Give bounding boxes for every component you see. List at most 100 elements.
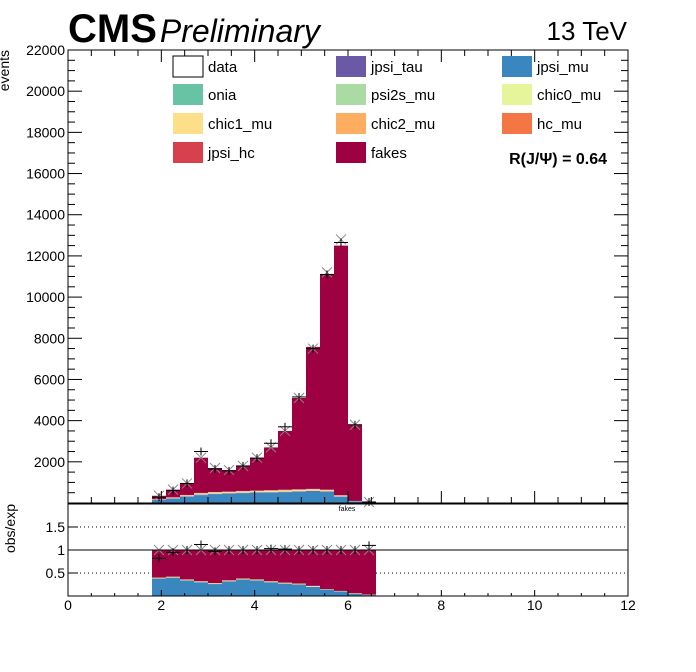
main-bar-fakes	[250, 457, 264, 491]
legend-item-data: data	[172, 55, 238, 78]
main-y-axis: 2000 4000 6000 8000 10000 12000 14000 16000 1800…	[26, 42, 628, 504]
ratio-bar-chic1-mu	[166, 576, 180, 578]
ratio-bar-chic1-mu	[222, 580, 236, 582]
legend-label: psi2s_mu	[371, 87, 435, 104]
main-bar-fakes	[236, 465, 250, 491]
legend-item-chic2-mu: chic2_mu	[336, 113, 435, 134]
ratio-data-point	[152, 554, 166, 563]
legend-label: data	[208, 59, 238, 76]
main-bar-jpsi-mu	[250, 492, 264, 503]
main-bar-chic1-mu	[278, 490, 292, 492]
main-bar-chic1-mu	[306, 489, 320, 491]
ratio-bar-fakes	[236, 550, 250, 579]
legend-label: fakes	[371, 145, 407, 162]
ratio-bar-jpsi-mu	[306, 586, 320, 596]
main-mc-marker	[195, 452, 207, 464]
main-bar-chic1-mu	[194, 493, 208, 495]
x-axis: 0 2 4 6 8 10 12	[64, 590, 636, 613]
legend-label: chic1_mu	[208, 116, 272, 133]
ratio-bar-fakes	[292, 550, 306, 584]
main-bar-chic2-mu	[306, 489, 320, 490]
ratio-y-axis-label: obs/exp	[2, 504, 18, 553]
legend-swatch	[502, 84, 532, 105]
main-bar-jpsi-mu	[320, 491, 334, 503]
main-y-tick-label: 2000	[34, 454, 65, 470]
main-bar-jpsi-mu	[236, 493, 250, 503]
main-bar-jpsi-mu	[194, 495, 208, 503]
x-tick-label: 2	[157, 597, 165, 613]
main-data-point	[306, 344, 320, 353]
main-mc-marker	[279, 425, 291, 437]
legend-label: chic0_mu	[537, 87, 601, 104]
main-bar-fakes	[320, 274, 334, 490]
ratio-bar-jpsi-mu	[292, 584, 306, 596]
main-bar-fakes	[278, 430, 292, 490]
legend-item-fakes: fakes	[336, 142, 407, 163]
main-bar-chic1-mu	[264, 490, 278, 492]
ratio-data-point	[194, 540, 208, 549]
ratio-bar-chic1-mu	[278, 582, 292, 584]
ratio-bar-fakes	[166, 550, 180, 577]
ratio-bar-jpsi-mu	[236, 579, 250, 596]
ratio-bar-fakes	[278, 550, 292, 583]
ratio-data-points	[68, 540, 628, 563]
main-bar-chic1-mu	[320, 490, 334, 491]
legend-item-jpsi-hc: jpsi_hc	[173, 142, 255, 163]
main-bar-jpsi-tau	[264, 492, 278, 493]
ratio-panel: 0.5 1 1.5 0 2 4 6 8 10 12 obs/exp fakes	[2, 503, 636, 613]
legend-label: hc_mu	[537, 116, 582, 133]
main-stacked-bars	[152, 245, 376, 503]
legend-swatch	[336, 142, 366, 163]
ratio-bar-jpsi-mu	[348, 593, 362, 596]
main-data-point	[334, 238, 348, 247]
legend-item-jpsi-tau: jpsi_tau	[336, 56, 423, 77]
main-bar-jpsi-mu	[264, 492, 278, 503]
main-data-point	[152, 493, 166, 502]
ratio-bar-fakes	[264, 550, 278, 582]
main-bar-chic2-mu	[292, 489, 306, 491]
ratio-bar-jpsi-mu	[208, 584, 222, 596]
main-bar-jpsi-mu	[152, 499, 166, 503]
main-bar-jpsi-tau	[208, 493, 222, 495]
ratio-bar-chic1-mu	[208, 583, 222, 585]
legend-item-onia: onia	[173, 84, 237, 105]
ratio-bar-chic1-mu	[180, 579, 194, 581]
ratio-bar-chic1-mu	[250, 579, 264, 581]
main-data-point	[208, 465, 222, 474]
main-y-tick-label: 6000	[34, 371, 65, 387]
main-bar-jpsi-tau	[306, 490, 320, 492]
main-y-tick-label: 20000	[26, 83, 65, 99]
main-y-tick-label: 12000	[26, 248, 65, 264]
main-bar-jpsi-mu	[166, 498, 180, 503]
ratio-annotation: R(J/Ψ) = 0.64	[509, 151, 607, 168]
main-data-point	[250, 454, 264, 463]
legend-item-chic0-mu: chic0_mu	[502, 84, 601, 105]
ratio-bar-fakes	[180, 550, 194, 580]
ratio-data-point	[264, 544, 278, 553]
main-y-tick-label: 14000	[26, 207, 65, 223]
legend-label: jpsi_mu	[536, 59, 589, 76]
main-bar-jpsi-tau	[278, 491, 292, 493]
ratio-y-tick-label: 0.5	[46, 565, 66, 581]
main-data-point	[180, 479, 194, 488]
main-bar-jpsi-mu	[292, 491, 306, 503]
ratio-bar-fakes	[348, 550, 362, 594]
main-data-point	[278, 422, 292, 431]
main-data-point	[264, 439, 278, 448]
main-bar-jpsi-mu	[180, 496, 194, 503]
x-tick-label: 6	[344, 597, 352, 613]
main-mc-marker	[265, 442, 277, 453]
main-bar-fakes	[180, 483, 194, 495]
main-data-point	[194, 447, 208, 456]
main-data-point	[166, 486, 180, 495]
main-bar-jpsi-tau	[292, 491, 306, 492]
main-bar-chic1-mu	[208, 492, 222, 494]
ratio-bar-fakes	[362, 550, 376, 595]
main-data-point	[292, 392, 306, 401]
ratio-bar-fakes	[222, 550, 236, 581]
ratio-panel-label: fakes	[339, 506, 356, 513]
main-bar-jpsi-tau	[236, 492, 250, 494]
legend-item-jpsi-mu: jpsi_mu	[502, 56, 589, 77]
ratio-bar-fakes	[194, 550, 208, 582]
